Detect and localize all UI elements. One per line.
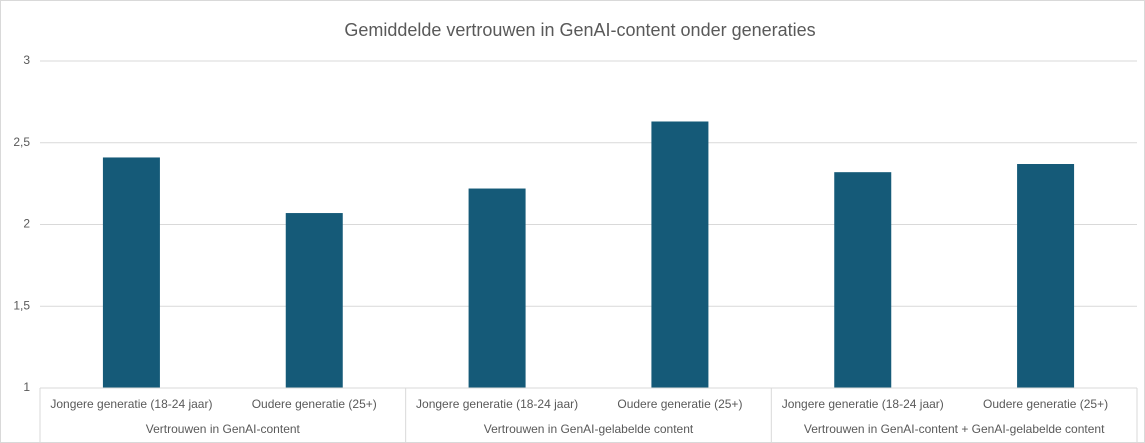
bar (102, 157, 160, 388)
y-tick-label: 2,5 (13, 135, 30, 149)
chart-title: Gemiddelde vertrouwen in GenAI-content o… (344, 20, 815, 40)
group-label: Vertrouwen in GenAI-gelabelde content (484, 422, 694, 436)
x-tick-label: Jongere generatie (18-24 jaar) (416, 397, 578, 411)
bar (285, 213, 343, 388)
x-tick-label: Oudere generatie (25+) (983, 397, 1108, 411)
bar (834, 172, 892, 388)
x-tick-label: Jongere generatie (18-24 jaar) (50, 397, 212, 411)
y-tick-label: 1,5 (13, 298, 30, 312)
group-label: Vertrouwen in GenAI-content + GenAI-gela… (804, 422, 1105, 436)
x-tick-label: Jongere generatie (18-24 jaar) (782, 397, 944, 411)
group-label: Vertrouwen in GenAI-content (146, 422, 301, 436)
bar (1017, 164, 1075, 388)
y-tick-label: 1 (23, 380, 30, 394)
bar (651, 121, 709, 389)
x-tick-label: Oudere generatie (25+) (252, 397, 377, 411)
bar (468, 188, 526, 388)
y-tick-label: 3 (23, 53, 30, 67)
x-tick-label: Oudere generatie (25+) (617, 397, 742, 411)
y-tick-label: 2 (23, 217, 30, 231)
